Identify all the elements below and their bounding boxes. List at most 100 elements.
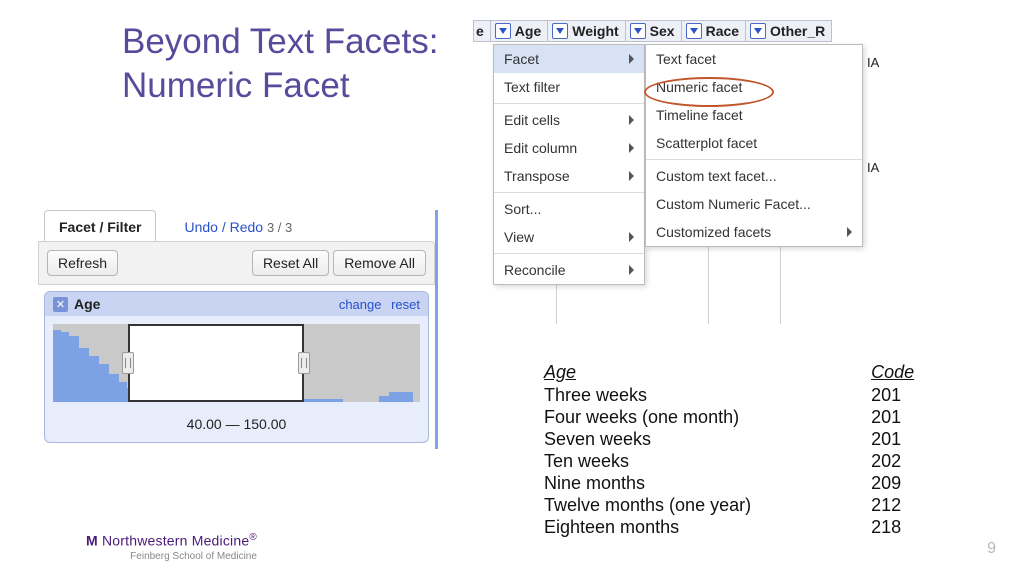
column-race[interactable]: Race <box>682 21 746 41</box>
reset-all-button[interactable]: Reset All <box>252 250 329 276</box>
menu-label: Edit cells <box>504 112 560 128</box>
page-number: 9 <box>987 540 996 558</box>
numeric-facet-card: ✕ Age change reset 40.00 — 150.00 <box>44 291 429 443</box>
column-other[interactable]: Other_R <box>746 21 831 41</box>
submenu-arrow-icon <box>847 227 852 237</box>
menu-label: Custom Numeric Facet... <box>656 196 811 212</box>
dropdown-arrow-icon[interactable] <box>552 23 568 39</box>
brand-text: Northwestern Medicine <box>98 533 249 549</box>
menu-label: Timeline facet <box>656 107 743 123</box>
footer-subtext: Feinberg School of Medicine <box>86 551 257 562</box>
menu-item-edit-cells[interactable]: Edit cells <box>494 106 644 134</box>
submenu-custom-numeric-facet[interactable]: Custom Numeric Facet... <box>646 190 862 218</box>
menu-label: Reconcile <box>504 262 565 278</box>
tab-label: Facet / Filter <box>59 219 141 235</box>
cell-code: 209 <box>751 473 914 495</box>
col-label: Age <box>515 23 541 39</box>
col-fragment-label: e <box>476 23 484 39</box>
column-weight[interactable]: Weight <box>548 21 625 41</box>
panel-tabs: Facet / Filter Undo / Redo 3 / 3 <box>38 210 435 241</box>
submenu-custom-text-facet[interactable]: Custom text facet... <box>646 162 862 190</box>
hist-bar <box>109 374 119 402</box>
hist-bar <box>389 392 413 402</box>
table-row: Three weeks201 <box>544 385 914 407</box>
cell-age: Ten weeks <box>544 451 751 473</box>
table-row: Eighteen months218 <box>544 517 914 539</box>
range-label: 40.00 — 150.00 <box>45 410 428 442</box>
cell-age: Twelve months (one year) <box>544 495 751 517</box>
menu-label: Numeric facet <box>656 79 742 95</box>
facet-toolbar: Refresh Reset All Remove All <box>38 241 435 285</box>
menu-label: Facet <box>504 51 539 67</box>
hist-bar <box>89 356 99 402</box>
col-label: Race <box>706 23 739 39</box>
menu-item-transpose[interactable]: Transpose <box>494 162 644 190</box>
menu-item-reconcile[interactable]: Reconcile <box>494 256 644 284</box>
menu-label: Scatterplot facet <box>656 135 757 151</box>
menu-separator <box>494 192 644 193</box>
hist-bar <box>79 348 89 402</box>
cell-age: Seven weeks <box>544 429 751 451</box>
col-label: Weight <box>572 23 618 39</box>
submenu-text-facet[interactable]: Text facet <box>646 45 862 73</box>
submenu-arrow-icon <box>629 265 634 275</box>
dropdown-arrow-icon[interactable] <box>750 23 766 39</box>
close-icon[interactable]: ✕ <box>53 297 68 312</box>
change-link[interactable]: change <box>339 297 382 312</box>
dropdown-arrow-icon[interactable] <box>630 23 646 39</box>
refresh-button[interactable]: Refresh <box>47 250 118 276</box>
resize-handle-right[interactable] <box>298 352 310 374</box>
hist-bar <box>99 364 109 402</box>
hist-bar <box>379 396 389 402</box>
menu-label: Customized facets <box>656 224 771 240</box>
histogram[interactable] <box>53 324 420 402</box>
hist-bar <box>119 382 127 402</box>
cell-code: 201 <box>751 407 914 429</box>
menu-separator <box>494 253 644 254</box>
menu-label: View <box>504 229 534 245</box>
menu-item-sort[interactable]: Sort... <box>494 195 644 223</box>
cell-peek: IA <box>867 55 879 70</box>
column-age[interactable]: Age <box>491 21 548 41</box>
th-code: Code <box>751 362 914 385</box>
menu-label: Sort... <box>504 201 541 217</box>
selection-window[interactable] <box>128 324 304 402</box>
cell-code: 202 <box>751 451 914 473</box>
submenu-scatterplot-facet[interactable]: Scatterplot facet <box>646 129 862 157</box>
menu-item-text-filter[interactable]: Text filter <box>494 73 644 101</box>
menu-item-facet[interactable]: Facet <box>494 45 644 73</box>
cell-age: Four weeks (one month) <box>544 407 751 429</box>
menu-item-edit-column[interactable]: Edit column <box>494 134 644 162</box>
undo-count: 3 / 3 <box>267 220 292 235</box>
brand-glyph: M <box>86 533 98 549</box>
submenu-timeline-facet[interactable]: Timeline facet <box>646 101 862 129</box>
dropdown-arrow-icon[interactable] <box>686 23 702 39</box>
menu-item-view[interactable]: View <box>494 223 644 251</box>
column-fragment[interactable]: e <box>474 21 491 41</box>
submenu-arrow-icon <box>629 232 634 242</box>
submenu-arrow-icon <box>629 115 634 125</box>
menu-label: Edit column <box>504 140 577 156</box>
tab-undo-redo[interactable]: Undo / Redo 3 / 3 <box>170 211 306 241</box>
resize-handle-left[interactable] <box>122 352 134 374</box>
hist-bar <box>69 336 79 402</box>
submenu-customized-facets[interactable]: Customized facets <box>646 218 862 246</box>
cell-code: 201 <box>751 385 914 407</box>
submenu-arrow-icon <box>629 54 634 64</box>
submenu-numeric-facet[interactable]: Numeric facet <box>646 73 862 101</box>
column-sex[interactable]: Sex <box>626 21 682 41</box>
menu-label: Custom text facet... <box>656 168 777 184</box>
dropdown-arrow-icon[interactable] <box>495 23 511 39</box>
table-row: Nine months209 <box>544 473 914 495</box>
cell-age: Three weeks <box>544 385 751 407</box>
cell-code: 218 <box>751 517 914 539</box>
title-line1: Beyond Text Facets: <box>122 22 438 61</box>
hist-bar <box>303 399 343 402</box>
menu-label: Transpose <box>504 168 570 184</box>
tab-facet-filter[interactable]: Facet / Filter <box>44 210 156 241</box>
remove-all-button[interactable]: Remove All <box>333 250 426 276</box>
column-header-row: e Age Weight Sex Race Other_R <box>473 20 832 42</box>
table-row: Four weeks (one month)201 <box>544 407 914 429</box>
age-code-table: Age Code Three weeks201Four weeks (one m… <box>544 362 914 539</box>
reset-link[interactable]: reset <box>391 297 420 312</box>
